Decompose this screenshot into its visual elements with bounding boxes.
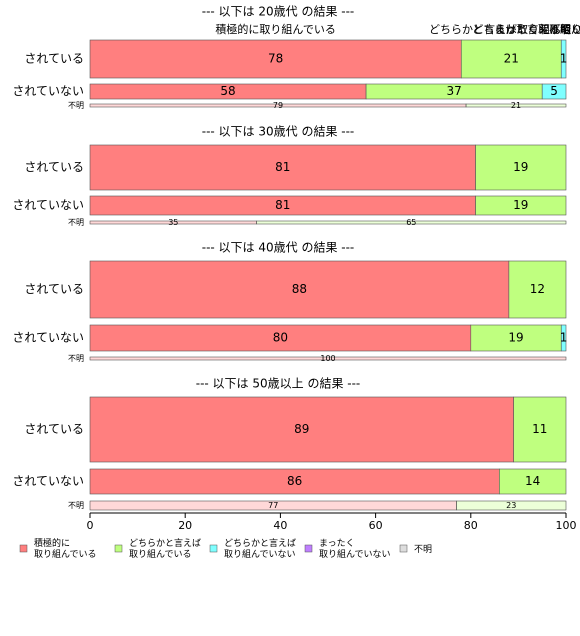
legend-label: 不明 bbox=[414, 544, 432, 555]
bar-segment bbox=[513, 396, 567, 463]
value-label: 37 bbox=[446, 84, 461, 98]
row-label: 不明 bbox=[68, 101, 84, 110]
legend-swatch bbox=[19, 544, 28, 553]
bar-segment bbox=[89, 39, 462, 79]
bar-segment bbox=[89, 468, 500, 495]
value-label: 14 bbox=[525, 474, 540, 488]
legend-swatch bbox=[304, 544, 313, 553]
legend-label: どちらかと言えば取り組んでいる bbox=[129, 537, 201, 560]
value-label: 19 bbox=[508, 331, 523, 345]
value-label: 100 bbox=[320, 354, 335, 363]
bar-segment bbox=[89, 324, 472, 352]
row-label: 不明 bbox=[68, 354, 84, 363]
value-label: 1 bbox=[560, 331, 568, 345]
bar-segment bbox=[560, 324, 567, 352]
bar-segment bbox=[256, 220, 567, 225]
panel-title: --- 以下は 20歳代 の結果 --- bbox=[202, 5, 355, 19]
value-label: 11 bbox=[532, 422, 547, 436]
panel-title: --- 以下は 40歳代 の結果 --- bbox=[202, 241, 355, 255]
legend-label: 積極的に取り組んでいる bbox=[34, 537, 97, 560]
bar-segment bbox=[475, 195, 567, 216]
row-label: されていない bbox=[12, 331, 84, 345]
bar-segment bbox=[508, 260, 567, 319]
bar-segment bbox=[465, 103, 567, 108]
legend-label: どちらかと言えば取り組んでいない bbox=[224, 537, 296, 560]
bar-segment bbox=[499, 468, 567, 495]
legend-label: まったく取り組んでいない bbox=[319, 538, 391, 560]
value-label: 80 bbox=[273, 331, 288, 345]
x-tick-label: 60 bbox=[369, 519, 383, 532]
legend-swatch bbox=[399, 544, 408, 553]
panel-title: --- 以下は 50歳以上 の結果 --- bbox=[196, 377, 361, 391]
row-label: 不明 bbox=[68, 501, 84, 510]
value-label: 19 bbox=[513, 160, 528, 174]
x-tick-label: 100 bbox=[556, 519, 577, 532]
segment-header: 不明 bbox=[549, 23, 571, 36]
row-label: されている bbox=[24, 282, 84, 296]
value-label: 86 bbox=[287, 474, 302, 488]
value-label: 78 bbox=[268, 52, 283, 66]
x-tick-label: 20 bbox=[178, 519, 192, 532]
x-tick-label: 80 bbox=[464, 519, 478, 532]
value-label: 81 bbox=[275, 160, 290, 174]
panel-title: --- 以下は 30歳代 の結果 --- bbox=[202, 125, 355, 139]
bar-segment bbox=[460, 39, 562, 79]
bar-segment bbox=[89, 356, 567, 361]
bar-segment bbox=[470, 324, 562, 352]
value-label: 21 bbox=[504, 52, 519, 66]
row-label: されていない bbox=[12, 198, 84, 212]
row-label: されていない bbox=[12, 84, 84, 98]
value-label: 19 bbox=[513, 198, 528, 212]
value-label: 81 bbox=[275, 198, 290, 212]
bar-segment bbox=[89, 396, 514, 463]
value-label: 35 bbox=[168, 218, 178, 227]
row-label: されている bbox=[24, 52, 84, 66]
value-label: 1 bbox=[560, 52, 568, 66]
segment-header: まったく取り組んでいない bbox=[494, 23, 580, 36]
value-label: 77 bbox=[268, 501, 278, 510]
value-label: 58 bbox=[220, 84, 235, 98]
value-label: 12 bbox=[530, 282, 545, 296]
bar-segment bbox=[456, 500, 567, 511]
legend-swatch bbox=[114, 544, 123, 553]
bar-segment bbox=[475, 144, 567, 191]
row-label: 不明 bbox=[68, 218, 84, 227]
segment-header: 積極的に取り組んでいる bbox=[215, 22, 335, 36]
value-label: 79 bbox=[273, 101, 283, 110]
row-label: されている bbox=[24, 160, 84, 174]
value-label: 23 bbox=[506, 501, 516, 510]
value-label: 5 bbox=[550, 84, 558, 98]
value-label: 21 bbox=[511, 101, 521, 110]
segment-header: どちらかと言えば取り組んでいない bbox=[472, 23, 580, 36]
value-label: 88 bbox=[292, 282, 307, 296]
x-tick-label: 40 bbox=[273, 519, 287, 532]
x-tick-label: 0 bbox=[87, 519, 94, 532]
value-label: 89 bbox=[294, 422, 309, 436]
legend-swatch bbox=[209, 544, 218, 553]
bar-segment bbox=[541, 83, 567, 100]
row-label: されていない bbox=[12, 474, 84, 488]
segment-header: どちらかと言えば取り組んでいる bbox=[429, 23, 580, 36]
row-label: されている bbox=[24, 422, 84, 436]
bar-segment bbox=[560, 39, 567, 79]
value-label: 65 bbox=[406, 218, 416, 227]
bar-segment bbox=[89, 260, 510, 319]
bar-segment bbox=[89, 144, 476, 191]
